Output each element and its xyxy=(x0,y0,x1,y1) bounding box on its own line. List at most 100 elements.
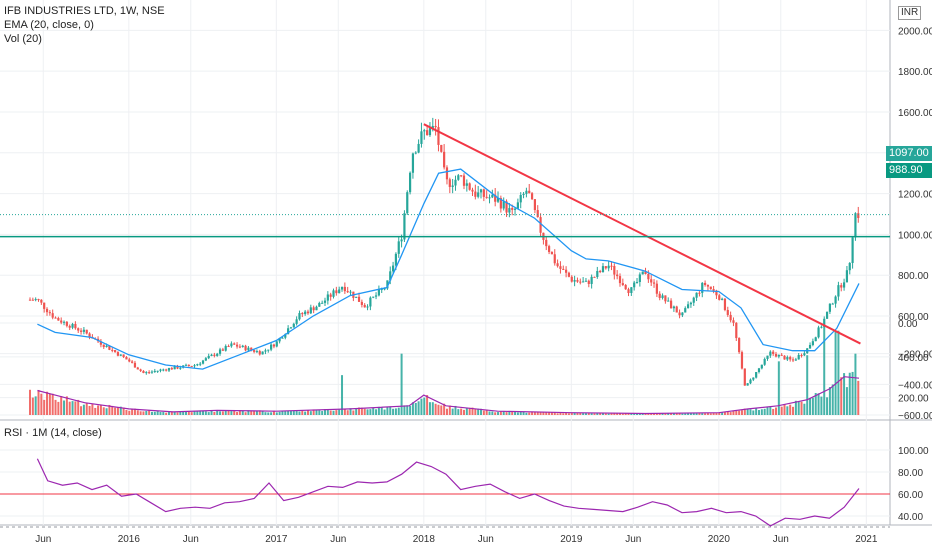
candle-body xyxy=(238,346,242,348)
candle-body xyxy=(77,328,80,331)
candle-body xyxy=(255,351,259,353)
volume-bar xyxy=(88,405,91,415)
candle-body xyxy=(658,293,661,298)
candle-body xyxy=(706,284,710,287)
volume-bar xyxy=(823,326,826,415)
candle-body xyxy=(530,193,534,200)
currency-badge[interactable]: INR xyxy=(898,6,922,20)
rsi-tick-label: 40.00 xyxy=(898,512,923,523)
volume-bar xyxy=(63,400,66,415)
volume-bar xyxy=(658,413,661,415)
volume-bar xyxy=(221,411,224,415)
volume-bar xyxy=(199,410,202,415)
candle-body xyxy=(599,270,602,273)
volume-bar xyxy=(650,413,653,415)
volume-bar xyxy=(128,410,131,415)
volume-bar xyxy=(752,410,755,415)
candle-body xyxy=(593,276,596,278)
price-tick-label: 400.00 xyxy=(898,353,929,364)
volume-bar xyxy=(576,412,579,415)
candle-body xyxy=(346,291,349,293)
volume-bar xyxy=(264,412,267,415)
volume-bar xyxy=(182,411,185,415)
candle-body xyxy=(513,208,517,210)
volume-bar xyxy=(854,353,857,415)
candle-body xyxy=(749,379,752,384)
candle-body xyxy=(196,364,199,366)
candle-body xyxy=(684,308,687,313)
candle-body xyxy=(426,130,429,136)
trendline[interactable] xyxy=(423,123,861,345)
volume-bar xyxy=(227,410,230,415)
volume-bar xyxy=(403,405,406,415)
volume-bar xyxy=(800,401,803,415)
volume-bar xyxy=(267,412,270,415)
symbol-title[interactable]: IFB INDUSTRIES LTD, 1W, NSE xyxy=(4,5,165,17)
candle-body xyxy=(769,351,772,356)
candle-body xyxy=(650,279,653,283)
candle-body xyxy=(360,301,363,305)
candle-body xyxy=(210,354,213,356)
candle-body xyxy=(655,283,658,294)
candle-body xyxy=(204,358,207,361)
candle-body xyxy=(448,179,451,187)
volume-bar xyxy=(31,397,34,415)
volume-bar xyxy=(548,412,551,415)
volume-bar xyxy=(661,413,664,415)
volume-bar xyxy=(275,412,278,415)
volume-bar xyxy=(814,393,817,415)
candle-body xyxy=(355,296,358,298)
candle-body xyxy=(369,297,372,307)
volume-bar xyxy=(497,412,500,415)
candle-body xyxy=(40,299,43,303)
ema-legend[interactable]: EMA (20, close, 0) xyxy=(4,19,94,31)
candle-body xyxy=(698,292,701,294)
volume-bar xyxy=(346,410,349,415)
volume-bar xyxy=(284,411,287,415)
candle-body xyxy=(411,153,415,173)
candle-body xyxy=(695,292,698,298)
rsi-line[interactable] xyxy=(36,458,860,527)
candle-body xyxy=(54,317,57,319)
rsi-legend[interactable]: RSI · 1M (14, close) xyxy=(4,427,102,439)
x-tick-label: Jun xyxy=(625,534,641,545)
volume-bar xyxy=(108,404,111,415)
volume-bar xyxy=(837,330,840,415)
volume-bar xyxy=(755,408,758,415)
ema-line[interactable] xyxy=(37,168,860,370)
volume-bar xyxy=(630,413,633,415)
candle-body xyxy=(667,300,670,302)
volume-bar xyxy=(202,410,205,415)
volume-bar xyxy=(233,410,236,415)
candle-body xyxy=(417,143,420,153)
volume-bar xyxy=(604,413,607,415)
volume-bar xyxy=(820,396,823,415)
volume-bar xyxy=(457,409,460,415)
candle-body xyxy=(786,357,789,360)
candle-body xyxy=(383,288,386,290)
volume-bar xyxy=(451,408,454,415)
volume-bar xyxy=(230,411,233,415)
volume-bar xyxy=(596,413,599,415)
volume-bar xyxy=(318,410,321,415)
volume-bar xyxy=(156,411,159,415)
volume-legend[interactable]: Vol (20) xyxy=(4,33,42,45)
x-tick-label: 2017 xyxy=(265,534,288,545)
candle-body xyxy=(116,352,120,356)
volume-bar xyxy=(139,411,142,415)
candle-body xyxy=(454,179,457,186)
candle-body xyxy=(604,266,607,269)
candle-body xyxy=(547,246,551,252)
volume-bar xyxy=(723,411,726,415)
volume-bar xyxy=(760,409,763,415)
candle-body xyxy=(233,343,236,345)
candle-body xyxy=(618,276,622,284)
candle-body xyxy=(590,276,593,284)
volume-bar xyxy=(426,395,429,415)
candle-body xyxy=(735,322,738,339)
chart-legend: IFB INDUSTRIES LTD, 1W, NSE EMA (20, clo… xyxy=(4,4,165,46)
volume-bar xyxy=(567,413,570,415)
candle-body xyxy=(516,202,519,209)
volume-bar xyxy=(715,412,718,415)
